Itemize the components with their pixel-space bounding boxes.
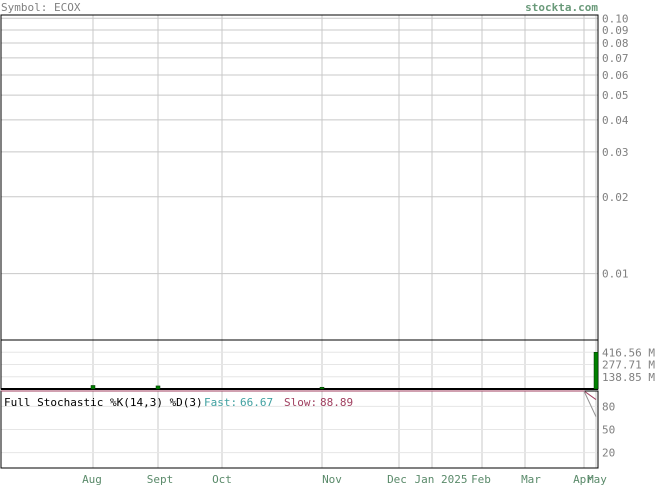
stochastic-slow-value: 88.89 <box>320 396 353 409</box>
x-tick-label: Jan 2025 <box>415 473 468 486</box>
symbol-label: Symbol: ECOX <box>1 1 81 14</box>
x-tick-label: May <box>587 473 607 486</box>
x-tick-label: Nov <box>322 473 342 486</box>
volume-bar <box>155 385 161 390</box>
x-tick-label: Mar <box>521 473 541 486</box>
volume-bar <box>319 386 325 390</box>
chart-marks <box>1 352 599 417</box>
x-tick-label: Oct <box>212 473 232 486</box>
price-tick-label: 0.04 <box>602 114 629 127</box>
stochastic-fast-line <box>583 390 597 417</box>
stochastic-tick-label: 50 <box>602 424 615 437</box>
volume-bar <box>593 352 599 390</box>
price-tick-label: 0.03 <box>602 146 629 159</box>
x-tick-label: Apr <box>573 473 593 486</box>
x-tick-label: Aug <box>82 473 102 486</box>
price-tick-label: 0.09 <box>602 24 629 37</box>
volume-bar <box>90 385 96 390</box>
stochastic-tick-label: 20 <box>602 447 615 460</box>
volume-tick-label: 416.56 M <box>602 346 655 359</box>
stochastic-fast-label: Fast: <box>204 396 237 409</box>
site-label[interactable]: stockta.com <box>525 1 598 14</box>
price-tick-label: 0.07 <box>602 52 629 65</box>
price-tick-label: 0.01 <box>602 268 629 281</box>
price-tick-label: 0.05 <box>602 89 629 102</box>
price-panel-frame <box>0 14 599 341</box>
stochastic-tick-label: 80 <box>602 400 615 413</box>
price-tick-label: 0.02 <box>602 191 629 204</box>
price-tick-label: 0.10 <box>602 12 629 25</box>
grid-layer <box>1 15 598 468</box>
stochastic-slow-label: Slow: <box>284 396 317 409</box>
x-tick-label: Feb <box>471 473 491 486</box>
price-tick-label: 0.08 <box>602 37 629 50</box>
price-tick-label: 0.06 <box>602 69 629 82</box>
stochastic-title: Full Stochastic %K(14,3) %D(3) <box>4 396 203 409</box>
stochastic-fast-value: 66.67 <box>240 396 273 409</box>
volume-tick-label: 277.71 M <box>602 359 655 372</box>
x-tick-label: Sept <box>147 473 174 486</box>
x-tick-label: Dec <box>387 473 407 486</box>
volume-tick-label: 138.85 M <box>602 371 655 384</box>
